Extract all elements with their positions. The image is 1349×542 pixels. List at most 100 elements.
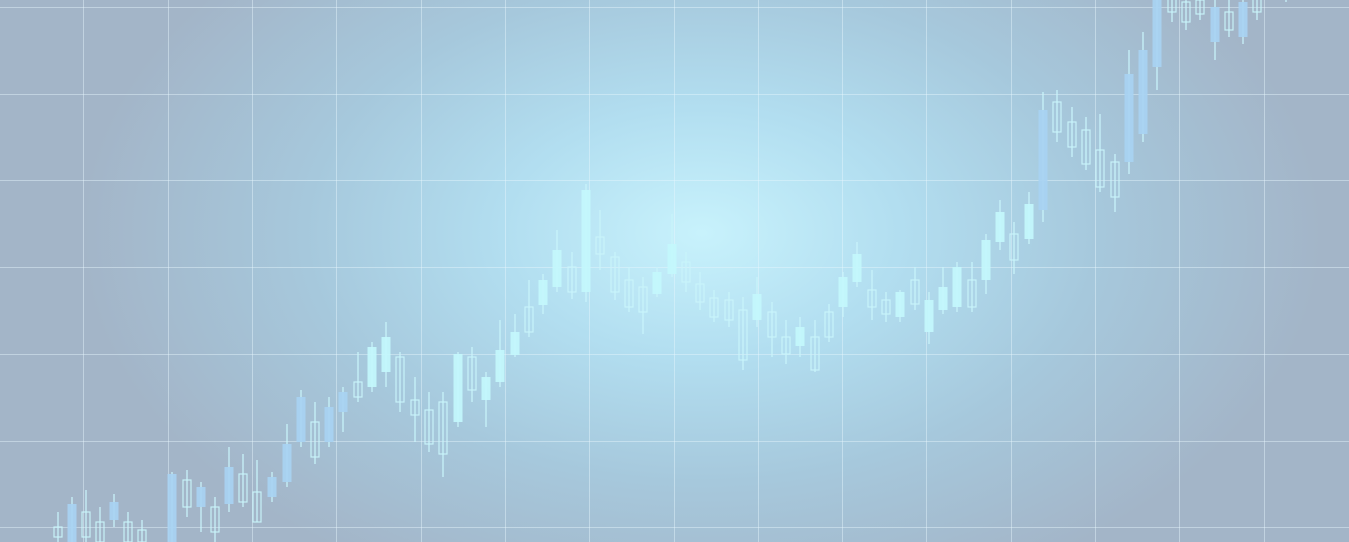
candle	[367, 342, 377, 392]
candle-body	[638, 286, 648, 313]
candle	[296, 390, 306, 447]
candle-body	[495, 350, 505, 382]
candle-body	[1052, 101, 1062, 133]
candle	[238, 454, 248, 507]
candle	[1167, 0, 1177, 22]
candle-body	[938, 287, 948, 310]
candle-body	[924, 300, 934, 332]
candle	[1252, 0, 1262, 20]
candle	[667, 214, 677, 277]
candle	[838, 272, 848, 317]
candle-body	[353, 381, 363, 398]
candle-body	[567, 266, 577, 293]
candle-body	[538, 280, 548, 305]
candle-body	[81, 511, 91, 538]
candle-body	[167, 474, 177, 542]
candle-body	[1110, 161, 1120, 198]
candle-body	[1152, 0, 1162, 67]
candle-body	[137, 529, 147, 542]
candle-body	[1138, 50, 1148, 134]
candle	[424, 392, 434, 452]
candle-body	[224, 467, 234, 504]
candle	[867, 270, 877, 320]
candle	[767, 302, 777, 357]
candle-body	[1210, 7, 1220, 42]
candle	[1124, 50, 1134, 174]
candle	[852, 242, 862, 287]
candle-body	[667, 244, 677, 274]
candle-body	[1195, 0, 1205, 15]
candle-body	[610, 256, 620, 293]
candle	[981, 234, 991, 294]
candle	[1181, 0, 1191, 30]
candle-body	[1181, 1, 1191, 23]
candle-body	[1124, 74, 1134, 162]
candle	[495, 320, 505, 387]
candle	[1224, 0, 1234, 37]
candle	[895, 290, 905, 322]
candle-body	[867, 289, 877, 308]
candle	[1095, 114, 1105, 192]
candle	[752, 277, 762, 327]
candle-body	[210, 506, 220, 533]
candle	[267, 472, 277, 502]
candle-body	[367, 347, 377, 387]
candle-body	[767, 311, 777, 338]
candle-body	[524, 306, 534, 333]
candle	[1024, 192, 1034, 244]
candle	[81, 490, 91, 542]
candle	[353, 352, 363, 402]
candle	[709, 290, 719, 322]
candle	[1052, 90, 1062, 142]
candle	[1138, 32, 1148, 142]
candle	[1009, 222, 1019, 274]
candle-body	[624, 279, 634, 308]
candle	[324, 397, 334, 447]
candle-body	[324, 407, 334, 442]
candle	[467, 347, 477, 402]
candle-body	[196, 487, 206, 507]
candle-body	[810, 336, 820, 371]
candle	[1210, 0, 1220, 60]
candle-body	[123, 521, 133, 542]
candle-body	[967, 279, 977, 308]
candle-body	[581, 190, 591, 292]
candle	[481, 372, 491, 427]
candle-body	[595, 236, 605, 255]
candle-body	[1024, 204, 1034, 239]
candle	[453, 352, 463, 427]
candle	[738, 297, 748, 370]
candle-body	[238, 473, 248, 503]
candle-body	[453, 354, 463, 422]
candle	[1238, 0, 1248, 44]
candle-body	[652, 272, 662, 294]
candle	[1081, 117, 1091, 170]
candle	[538, 274, 548, 314]
candle-body	[824, 311, 834, 338]
candle-body	[681, 261, 691, 283]
candle-body	[1009, 233, 1019, 261]
candle	[910, 267, 920, 310]
candle-body	[338, 392, 348, 412]
candle-body	[852, 254, 862, 282]
candle-body	[738, 309, 748, 361]
candle	[824, 304, 834, 342]
candle-body	[109, 502, 119, 520]
candle-body	[282, 444, 292, 482]
candle-body	[395, 356, 405, 403]
candle	[695, 272, 705, 310]
candle	[1285, 0, 1287, 2]
candle	[123, 512, 133, 542]
candle-body	[296, 397, 306, 442]
candle-body	[1238, 2, 1248, 37]
candle	[224, 447, 234, 512]
candle-body	[752, 294, 762, 320]
candle	[410, 377, 420, 442]
candle	[795, 317, 805, 357]
candle	[567, 252, 577, 299]
candle	[1067, 107, 1077, 157]
candle-body	[781, 336, 791, 355]
candle-body	[481, 377, 491, 400]
